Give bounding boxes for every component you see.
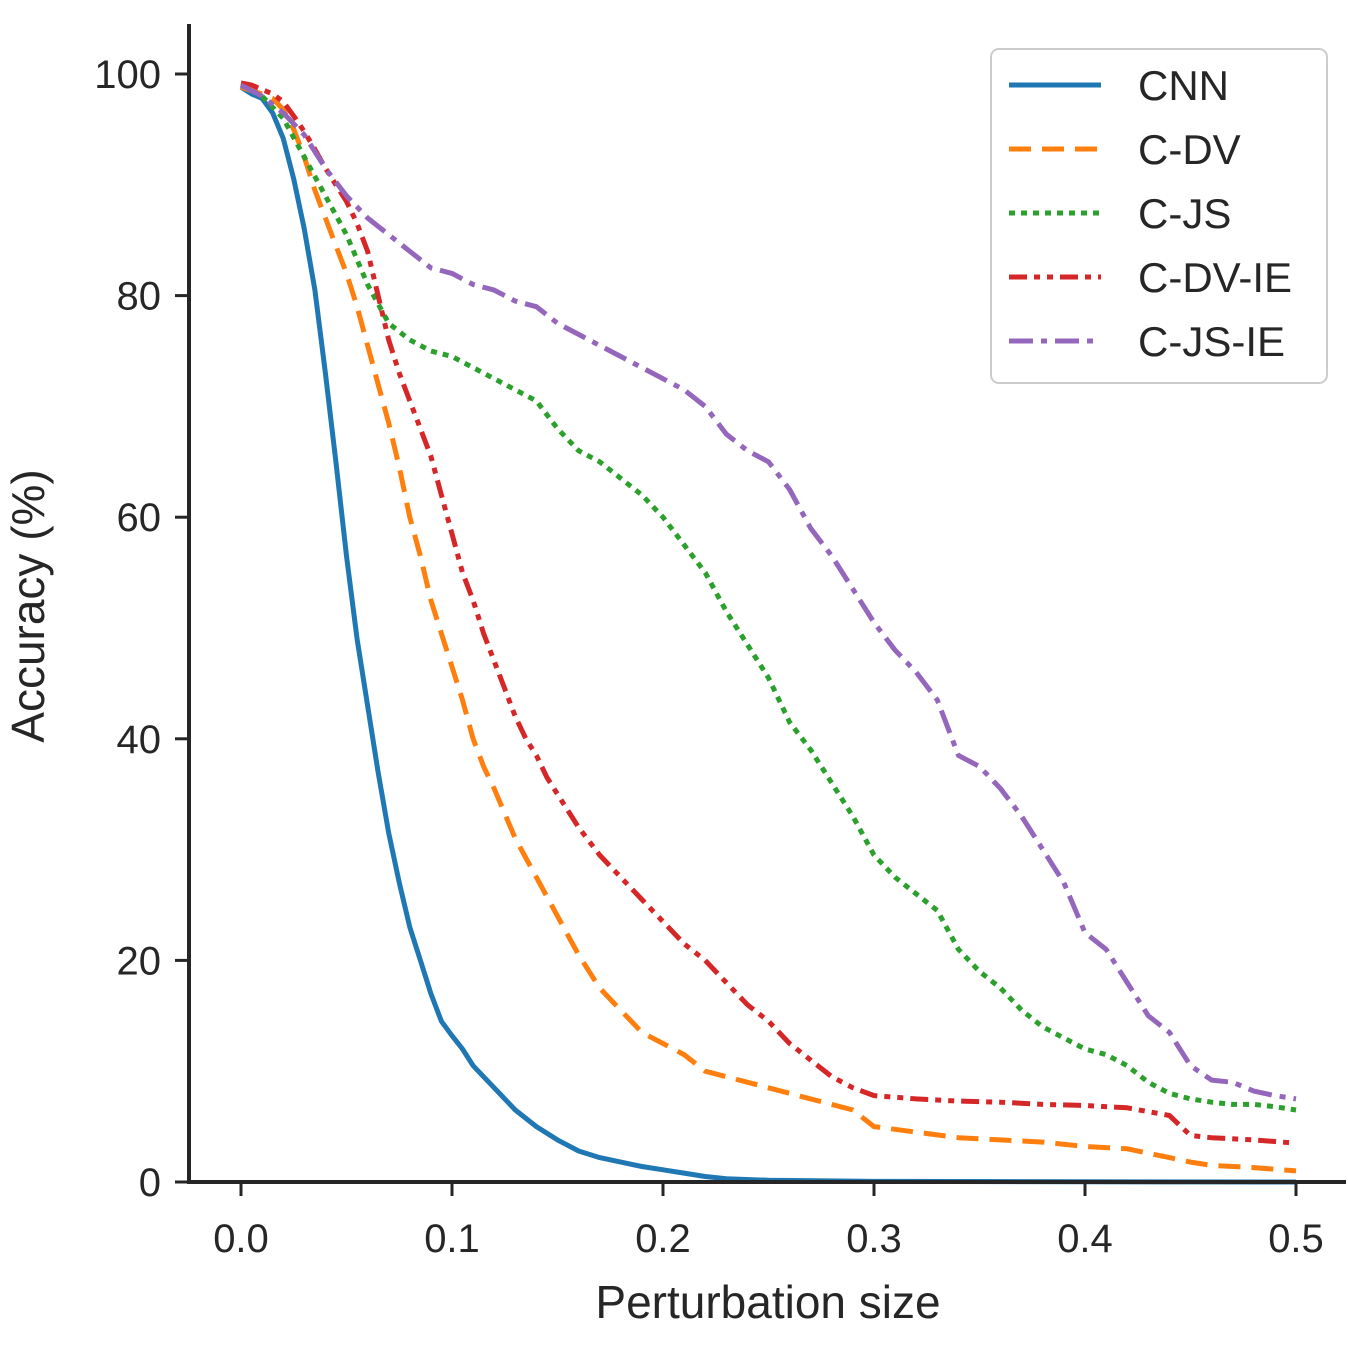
y-axis-title: Accuracy (%) [2, 469, 54, 742]
legend-label: C-DV [1138, 126, 1241, 173]
series-line-c-dv [240, 84, 1297, 1174]
x-tick-label: 0.4 [1057, 1217, 1113, 1261]
ticks: 0.0 0.1 0.2 0.3 0.4 0.5 0 20 40 60 80 100 [94, 53, 1324, 1261]
axes [187, 24, 1346, 1184]
y-tick-label: 20 [117, 939, 162, 983]
legend: CNN C-DV C-JS C-DV-IE C-JS-IE [990, 48, 1328, 384]
legend-label: CNN [1138, 62, 1229, 109]
series-line-c-js [239, 82, 1297, 1113]
x-tick-label: 0.5 [1268, 1217, 1324, 1261]
legend-box [990, 48, 1328, 384]
y-tick-label: 80 [117, 275, 162, 319]
series-layer [239, 80, 1297, 1185]
x-tick-label: 0.0 [213, 1217, 269, 1261]
series-line-cnn [239, 85, 1297, 1185]
legend-label: C-JS [1138, 190, 1231, 237]
x-tick-label: 0.2 [635, 1217, 691, 1261]
series-line-c-dv-ie [240, 80, 1297, 1146]
x-tick-label: 0.3 [846, 1217, 902, 1261]
x-axis-title: Perturbation size [595, 1276, 940, 1328]
y-tick-label: 100 [94, 53, 161, 97]
y-tick-label: 40 [117, 718, 162, 762]
y-tick-label: 60 [117, 496, 162, 540]
legend-label: C-DV-IE [1138, 254, 1292, 301]
y-tick-label: 0 [139, 1161, 161, 1205]
series-line-c-js-ie [239, 82, 1297, 1102]
x-tick-label: 0.1 [424, 1217, 480, 1261]
legend-label: C-JS-IE [1138, 318, 1285, 365]
